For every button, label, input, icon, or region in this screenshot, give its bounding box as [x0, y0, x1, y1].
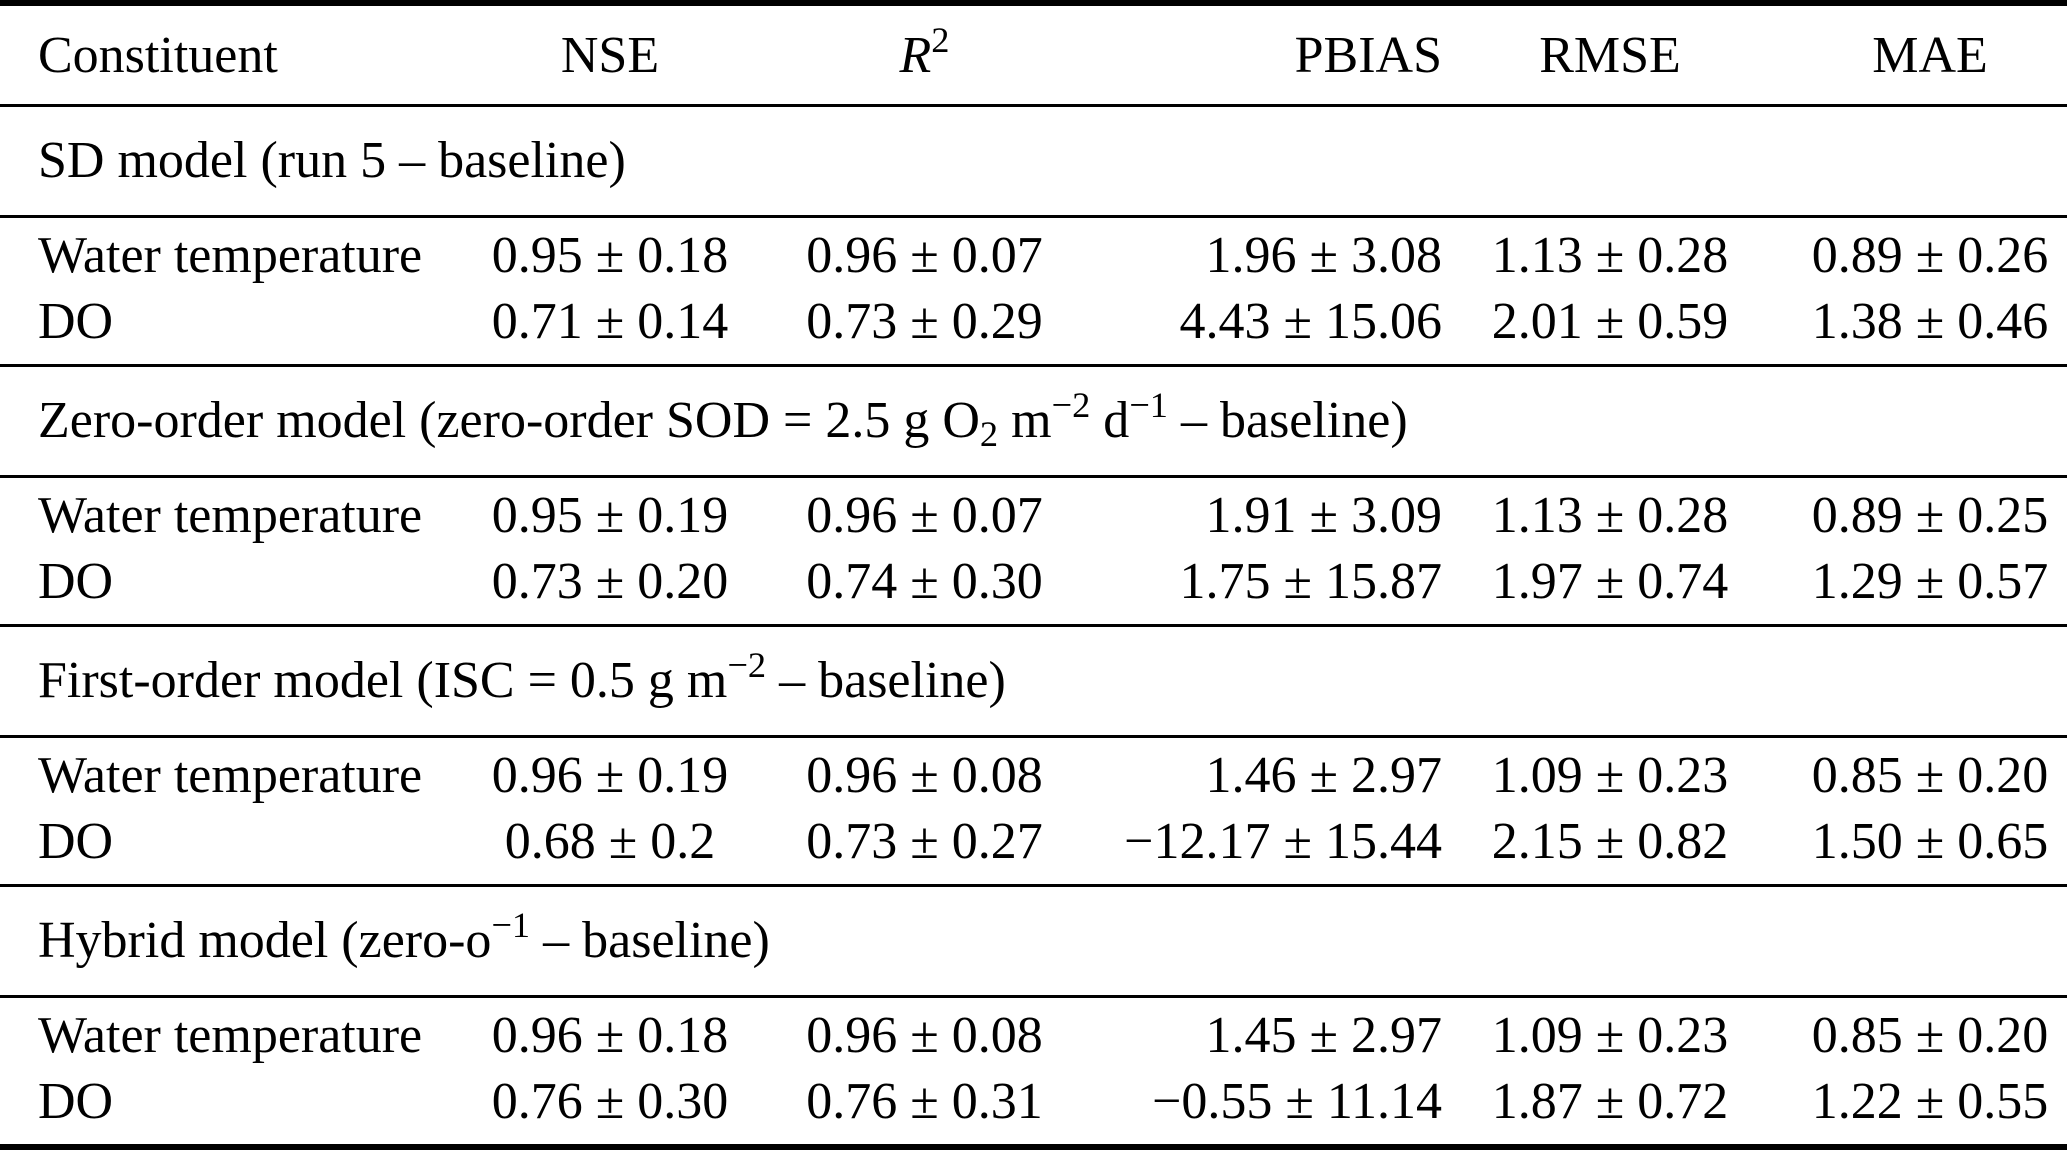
rmse-cell: 1.09 ± 0.23 [1491, 1007, 1729, 1064]
section-row-sd-model: SD model (run 5 – baseline) [0, 104, 2067, 218]
rmse-cell: 1.97 ± 0.74 [1491, 553, 1729, 610]
constituent-cell: Water temperature [38, 747, 423, 804]
col-header-pbias: PBIAS [1080, 3, 1450, 107]
nse-cell: 0.96 ± 0.19 [491, 747, 729, 804]
mae-cell: 0.85 ± 0.20 [1811, 1007, 2049, 1064]
pbias-cell: −0.55 ± 11.14 [1152, 1073, 1442, 1130]
r2-cell: 0.73 ± 0.27 [806, 813, 1043, 870]
table-row: DO 0.73 ± 0.20 0.74 ± 0.30 1.75 ± 15.87 … [0, 549, 2067, 626]
section-row-zero-order-model: Zero-order model (zero-order SOD = 2.5 g… [0, 364, 2067, 478]
pbias-cell: 1.91 ± 3.09 [1205, 487, 1442, 544]
pbias-cell: 1.46 ± 2.97 [1205, 747, 1442, 804]
rmse-cell: 1.13 ± 0.28 [1491, 487, 1729, 544]
mae-cell: 0.89 ± 0.25 [1811, 487, 2049, 544]
pbias-cell: −12.17 ± 15.44 [1124, 813, 1442, 870]
mae-cell: 1.50 ± 0.65 [1811, 813, 2049, 870]
section-title: Zero-order model (zero-order SOD = 2.5 g… [0, 364, 2067, 478]
mae-cell: 1.38 ± 0.46 [1811, 293, 2049, 350]
section-title: First-order model (ISC = 0.5 g m−2 – bas… [0, 624, 2067, 738]
constituent-cell: Water temperature [38, 1007, 423, 1064]
table-row: DO 0.76 ± 0.30 0.76 ± 0.31 −0.55 ± 11.14… [0, 1069, 2067, 1147]
section-row-hybrid-model: Hybrid model (zero-o−1 – baseline) [0, 884, 2067, 998]
r2-cell: 0.73 ± 0.29 [806, 293, 1043, 350]
col-header-rmse: RMSE [1450, 3, 1770, 107]
rmse-cell: 2.01 ± 0.59 [1491, 293, 1729, 350]
table-row: Water temperature 0.96 ± 0.18 0.96 ± 0.0… [0, 997, 2067, 1070]
table-row: DO 0.68 ± 0.2 0.73 ± 0.27 −12.17 ± 15.44… [0, 809, 2067, 886]
mae-cell: 1.22 ± 0.55 [1811, 1073, 2049, 1130]
rmse-cell: 1.13 ± 0.28 [1491, 227, 1729, 284]
col-header-nse: NSE [480, 3, 740, 107]
rmse-cell: 1.87 ± 0.72 [1491, 1073, 1729, 1130]
header-row: Constituent NSE R2 PBIAS RMSE MAE [0, 3, 2067, 107]
r2-cell: 0.76 ± 0.31 [806, 1073, 1043, 1130]
nse-cell: 0.68 ± 0.2 [504, 813, 716, 870]
rmse-cell: 1.09 ± 0.23 [1491, 747, 1729, 804]
nse-cell: 0.71 ± 0.14 [491, 293, 729, 350]
constituent-cell: DO [38, 293, 114, 350]
table-row: Water temperature 0.95 ± 0.18 0.96 ± 0.0… [0, 217, 2067, 290]
section-title: Hybrid model (zero-o−1 – baseline) [0, 884, 2067, 998]
constituent-cell: Water temperature [38, 487, 423, 544]
table-row: DO 0.71 ± 0.14 0.73 ± 0.29 4.43 ± 15.06 … [0, 289, 2067, 366]
r2-cell: 0.96 ± 0.08 [806, 1007, 1043, 1064]
nse-cell: 0.95 ± 0.18 [491, 227, 729, 284]
r2-cell: 0.96 ± 0.08 [806, 747, 1043, 804]
table-row: Water temperature 0.96 ± 0.19 0.96 ± 0.0… [0, 737, 2067, 810]
constituent-cell: Water temperature [38, 227, 423, 284]
mae-cell: 0.89 ± 0.26 [1811, 227, 2049, 284]
pbias-cell: 1.96 ± 3.08 [1205, 227, 1442, 284]
pbias-cell: 4.43 ± 15.06 [1179, 293, 1442, 350]
constituent-cell: DO [38, 1073, 114, 1130]
nse-cell: 0.96 ± 0.18 [491, 1007, 729, 1064]
nse-cell: 0.76 ± 0.30 [491, 1073, 729, 1130]
section-title: SD model (run 5 – baseline) [0, 104, 2067, 218]
mae-cell: 1.29 ± 0.57 [1811, 553, 2049, 610]
table-row: Water temperature 0.95 ± 0.19 0.96 ± 0.0… [0, 477, 2067, 550]
r2-cell: 0.74 ± 0.30 [806, 553, 1043, 610]
constituent-cell: DO [38, 813, 114, 870]
col-header-r2: R2 [740, 3, 1080, 107]
rmse-cell: 2.15 ± 0.82 [1491, 813, 1729, 870]
r2-cell: 0.96 ± 0.07 [806, 227, 1043, 284]
col-header-mae: MAE [1770, 3, 2067, 107]
pbias-cell: 1.75 ± 15.87 [1179, 553, 1442, 610]
section-row-first-order-model: First-order model (ISC = 0.5 g m−2 – bas… [0, 624, 2067, 738]
constituent-cell: DO [38, 553, 114, 610]
nse-cell: 0.95 ± 0.19 [491, 487, 729, 544]
nse-cell: 0.73 ± 0.20 [491, 553, 729, 610]
col-header-constituent: Constituent [0, 3, 480, 107]
pbias-cell: 1.45 ± 2.97 [1205, 1007, 1442, 1064]
r2-cell: 0.96 ± 0.07 [806, 487, 1043, 544]
mae-cell: 0.85 ± 0.20 [1811, 747, 2049, 804]
